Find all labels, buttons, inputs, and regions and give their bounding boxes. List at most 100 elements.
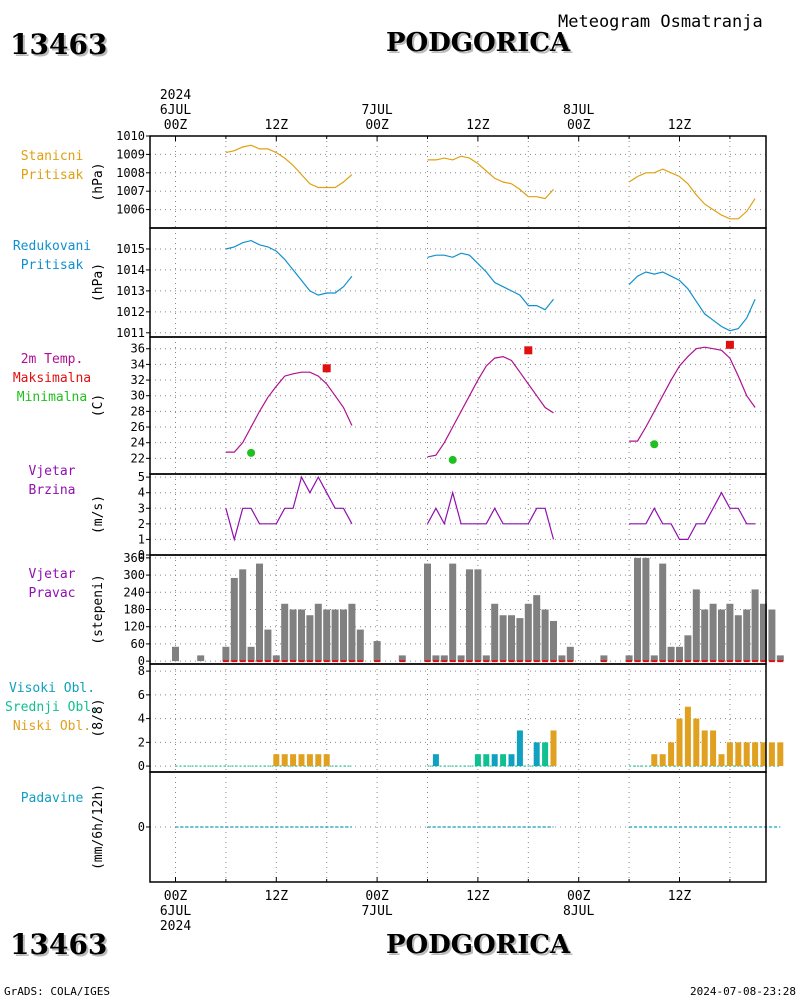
cloud-bar [718,754,725,767]
y-axis-label: (hPa) [91,162,106,201]
series-line [628,168,756,220]
cloud-bar [315,754,322,767]
y-tick-label: 1009 [116,147,145,161]
y-tick-label: 360 [123,551,145,565]
wind-direction-bar [373,641,381,662]
wind-direction-bar [734,615,742,662]
wind-direction-bar [247,646,255,662]
y-tick-label: 1 [138,532,145,546]
x-time-label-top: 6JUL [160,103,191,118]
footer-timestamp: 2024-07-08-23:28 [690,985,796,998]
station-name-bottom: PODGORICA [386,930,571,960]
cloud-bar [500,754,507,767]
cloud-bar [298,754,305,767]
panel-label: Brzina [29,483,76,498]
y-tick-label: 3 [138,501,145,515]
max-temp-marker [725,340,734,349]
wind-direction-bar [642,557,650,662]
y-tick-label: 1006 [116,203,145,217]
x-time-label-top: 8JUL [563,103,594,118]
meteogram-title: Meteogram Osmatranja [558,12,763,32]
wind-direction-bar [625,655,633,662]
cloud-bar [550,730,557,767]
wind-direction-bar [768,609,776,662]
panel-label: Stanicni [21,149,84,164]
panel-label: Pritisak [21,258,84,273]
panel-label: Srednji Obl. [5,700,99,715]
panel-frame [149,336,767,475]
series-line [427,355,554,458]
cloud-bar [542,742,549,767]
cloud-bar [752,742,759,767]
y-tick-label: 1010 [116,129,145,143]
wind-direction-bar [356,629,364,662]
wind-direction-bar [776,655,784,662]
panel-label: 2m Temp. [21,352,84,367]
x-time-label-top: 00Z [567,118,591,133]
cloud-bar [726,742,733,767]
series-line [225,144,353,189]
panel-label: Maksimalna [13,371,91,386]
y-tick-label: 34 [131,357,145,371]
wind-direction-bar [424,563,431,662]
min-temp-marker [448,455,457,464]
wind-direction-bar [508,615,515,662]
y-tick-label: 1013 [116,284,145,298]
wind-direction-bar [533,595,541,662]
x-time-label-top: 7JUL [361,103,392,118]
wind-direction-bar [331,609,339,662]
wind-direction-bar [726,603,734,662]
cloud-bar [474,754,481,767]
panel-label: Pravac [29,586,76,601]
y-axis-label: (stepeni) [91,574,106,644]
wind-direction-bar [524,603,532,662]
x-time-label-top: 12Z [265,118,289,133]
panel-label: Pritisak [21,168,84,183]
wind-direction-bar [541,609,549,662]
panel-frame [149,771,767,883]
x-time-label-bottom: 2024 [160,919,191,934]
series-line [427,252,554,311]
wind-direction-bar [550,620,557,662]
wind-direction-bar [659,563,667,662]
x-time-label-bottom: 12Z [265,889,289,904]
series-line [629,491,756,540]
series-line [426,490,555,540]
y-tick-label: 4 [138,486,145,500]
cloud-bar [701,730,708,767]
series-line [629,346,756,442]
max-temp-marker [322,364,331,373]
wind-direction-bar [323,609,331,662]
station-id-bottom: 13463 [10,928,108,961]
wind-direction-bar [256,563,263,662]
y-tick-label: 240 [123,585,145,599]
cloud-bar [508,754,515,767]
wind-direction-bar [348,603,356,662]
x-time-label-bottom: 8JUL [563,904,594,919]
series-line [628,271,756,332]
panel-label: Niski Obl. [13,719,91,734]
wind-direction-bar [172,646,179,662]
wind-direction-bar [340,609,347,662]
min-temp-marker [650,440,659,449]
cloud-bar [668,742,675,767]
y-tick-label: 1014 [116,263,145,277]
y-tick-label: 4 [138,712,145,726]
cloud-bar [516,730,523,767]
y-tick-label: 1012 [116,305,145,319]
x-time-label-bottom: 6JUL [160,904,191,919]
series-line [225,475,353,542]
y-tick-label: 5 [138,470,145,484]
y-tick-label: 8 [138,664,145,678]
y-tick-label: 1015 [116,242,145,256]
wind-direction-bar [457,655,465,662]
wind-direction-bar [709,603,717,662]
wind-direction-bar [650,655,658,662]
y-tick-label: 1007 [116,184,145,198]
cloud-bar [290,754,297,767]
x-time-label-top: 12Z [466,118,490,133]
wind-direction-bar [566,646,574,662]
panel-label: Padavine [21,791,84,806]
cloud-bar [533,742,540,767]
wind-direction-bar [281,603,289,662]
